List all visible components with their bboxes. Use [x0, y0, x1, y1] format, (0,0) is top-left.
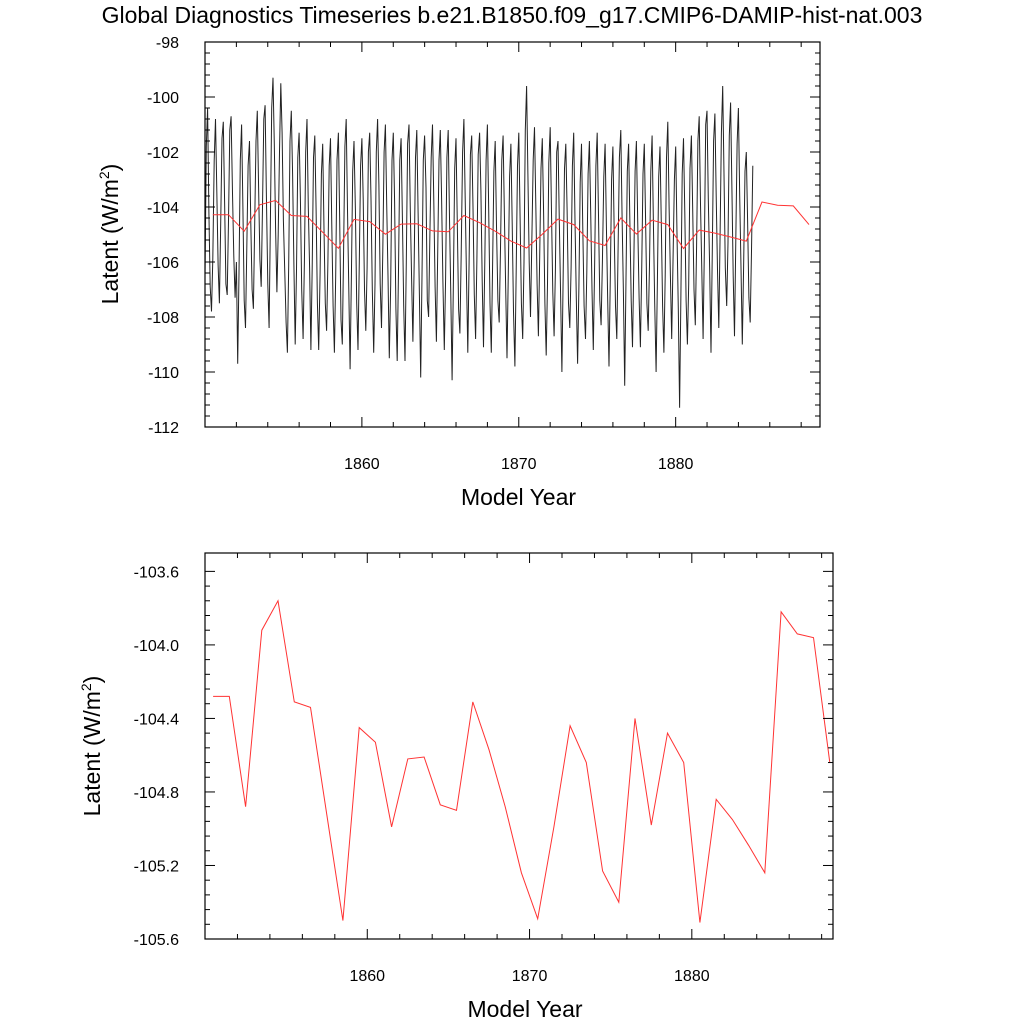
y-tick-label: -105.6	[134, 932, 179, 949]
y-axis-title-superscript: 2	[78, 683, 94, 691]
y-tick-label: -106	[147, 255, 179, 272]
x-axis-title: Model Year	[467, 996, 582, 1022]
x-tick-label: 1870	[501, 456, 537, 473]
y-axis-title-close: )	[97, 164, 123, 172]
series-line-2-1	[213, 599, 831, 923]
y-axis-title-main: Latent (W/m	[97, 179, 123, 304]
y-axis-title: Latent (W/m2)	[96, 164, 123, 305]
series-line-1-2	[212, 199, 810, 250]
plot-frame-2	[204, 552, 834, 940]
y-tick-label: -102	[147, 145, 179, 162]
y-tick-label: -103.6	[134, 564, 179, 581]
y-tick-label: -104	[147, 200, 179, 217]
y-tick-label: -110	[148, 365, 179, 382]
y-axis-title-main: Latent (W/m	[79, 691, 105, 816]
x-tick-label: 1860	[344, 456, 380, 473]
y-tick-label: -104.8	[134, 785, 179, 802]
x-tick-label: 1880	[658, 456, 694, 473]
plot-frame-1	[204, 41, 821, 428]
x-tick-label: 1870	[512, 968, 548, 985]
y-tick-label: -104.0	[134, 638, 179, 655]
x-tick-label: 1860	[349, 968, 385, 985]
x-tick-label: 1880	[674, 968, 710, 985]
y-tick-label: -98	[156, 35, 179, 52]
y-tick-label: -105.2	[134, 858, 179, 875]
y-axis-title-close: )	[79, 676, 105, 684]
x-axis-title: Model Year	[461, 484, 576, 510]
y-tick-label: -104.4	[134, 711, 179, 728]
page-title: Global Diagnostics Timeseries b.e21.B185…	[101, 2, 923, 28]
y-tick-label: -100	[147, 90, 179, 107]
y-tick-label: -108	[147, 310, 179, 327]
y-axis-title-superscript: 2	[96, 171, 112, 179]
series-line-1-1	[204, 77, 754, 408]
y-axis-title: Latent (W/m2)	[78, 676, 105, 817]
y-tick-label: -112	[148, 420, 179, 437]
